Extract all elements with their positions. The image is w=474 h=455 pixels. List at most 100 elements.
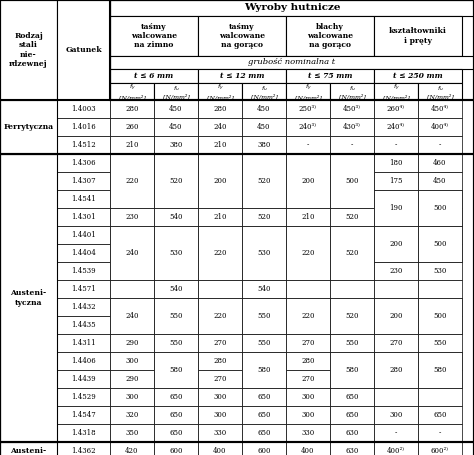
Bar bbox=[57, 226, 110, 244]
Bar bbox=[198, 370, 242, 388]
Text: 1.4016: 1.4016 bbox=[71, 123, 96, 131]
Bar bbox=[154, 226, 198, 280]
Text: 650: 650 bbox=[433, 411, 447, 419]
Text: 210: 210 bbox=[301, 213, 315, 221]
Text: taśmy
walcowane
na zimno: taśmy walcowane na zimno bbox=[131, 23, 177, 49]
Text: 650: 650 bbox=[169, 429, 183, 437]
Bar bbox=[286, 83, 330, 100]
Bar bbox=[0, 0, 57, 100]
Bar bbox=[57, 388, 110, 406]
Bar bbox=[330, 226, 374, 244]
Bar bbox=[242, 334, 286, 352]
Bar bbox=[57, 136, 110, 154]
Text: 550: 550 bbox=[345, 339, 359, 347]
Bar bbox=[374, 100, 418, 118]
Bar bbox=[154, 316, 198, 334]
Text: $f_u$
[N/mm²]: $f_u$ [N/mm²] bbox=[251, 84, 277, 99]
Bar bbox=[57, 190, 110, 208]
Bar bbox=[110, 154, 154, 208]
Bar bbox=[374, 442, 418, 455]
Bar bbox=[418, 280, 462, 298]
Bar bbox=[198, 154, 242, 172]
Bar bbox=[242, 424, 286, 442]
Bar bbox=[154, 424, 198, 442]
Text: 1.4439: 1.4439 bbox=[71, 375, 96, 383]
Bar bbox=[330, 83, 374, 100]
Text: 250³⁾: 250³⁾ bbox=[299, 105, 317, 113]
Bar bbox=[154, 442, 198, 455]
Bar bbox=[110, 136, 154, 154]
Bar bbox=[374, 118, 418, 136]
Bar bbox=[374, 190, 418, 208]
Text: 380: 380 bbox=[257, 141, 271, 149]
Text: $f_y$
[N/mm²]: $f_y$ [N/mm²] bbox=[383, 83, 410, 100]
Bar bbox=[330, 406, 374, 424]
Bar bbox=[57, 298, 110, 316]
Bar bbox=[286, 424, 330, 442]
Bar bbox=[110, 298, 154, 316]
Text: 530: 530 bbox=[433, 267, 447, 275]
Bar bbox=[242, 352, 286, 388]
Text: 650: 650 bbox=[257, 393, 271, 401]
Text: t ≤ 75 mm: t ≤ 75 mm bbox=[308, 72, 352, 80]
Text: 450⁴⁾: 450⁴⁾ bbox=[431, 105, 449, 113]
Text: 550: 550 bbox=[169, 312, 183, 320]
Bar bbox=[242, 136, 286, 154]
Bar bbox=[57, 316, 110, 334]
Bar bbox=[110, 424, 154, 442]
Text: 1.4529: 1.4529 bbox=[71, 393, 96, 401]
Bar bbox=[330, 262, 374, 280]
Bar bbox=[286, 244, 330, 262]
Text: 1.4318: 1.4318 bbox=[71, 429, 96, 437]
Text: 280: 280 bbox=[125, 105, 139, 113]
Text: 1.4432: 1.4432 bbox=[71, 303, 96, 311]
Text: 650: 650 bbox=[257, 411, 271, 419]
Text: -: - bbox=[439, 429, 441, 437]
Text: taśmy
walcowane
na gorąco: taśmy walcowane na gorąco bbox=[219, 23, 265, 49]
Bar bbox=[286, 154, 330, 172]
Bar bbox=[286, 298, 330, 334]
Bar bbox=[418, 352, 462, 388]
Text: 530: 530 bbox=[257, 249, 271, 257]
Text: 580: 580 bbox=[169, 366, 183, 374]
Text: 220: 220 bbox=[301, 249, 315, 257]
Bar bbox=[374, 136, 418, 154]
Bar bbox=[286, 280, 330, 298]
Text: 1.4435: 1.4435 bbox=[71, 321, 96, 329]
Text: 300: 300 bbox=[389, 411, 403, 419]
Bar bbox=[154, 208, 198, 226]
Bar bbox=[242, 154, 286, 208]
Bar bbox=[418, 262, 462, 280]
Bar bbox=[418, 190, 462, 208]
Text: 530: 530 bbox=[257, 249, 271, 257]
Text: 270: 270 bbox=[213, 375, 227, 383]
Bar bbox=[374, 262, 418, 280]
Bar bbox=[286, 316, 330, 334]
Text: t ≤ 12 mm: t ≤ 12 mm bbox=[220, 72, 264, 80]
Text: 530: 530 bbox=[169, 249, 182, 257]
Bar bbox=[242, 442, 286, 455]
Bar bbox=[418, 442, 462, 455]
Bar bbox=[0, 100, 474, 154]
Bar bbox=[374, 424, 418, 442]
Bar bbox=[374, 316, 418, 334]
Bar bbox=[110, 0, 474, 16]
Bar bbox=[330, 154, 374, 172]
Text: 260: 260 bbox=[125, 123, 139, 131]
Text: 210: 210 bbox=[125, 141, 139, 149]
Bar bbox=[57, 172, 110, 190]
Bar bbox=[0, 154, 57, 442]
Bar bbox=[330, 442, 374, 455]
Bar bbox=[418, 226, 462, 262]
Bar bbox=[198, 83, 242, 100]
Bar bbox=[110, 154, 154, 172]
Bar bbox=[242, 244, 286, 262]
Text: -: - bbox=[395, 141, 397, 149]
Text: 520: 520 bbox=[345, 249, 359, 257]
Bar bbox=[374, 352, 418, 370]
Bar bbox=[154, 83, 198, 100]
Bar bbox=[330, 154, 374, 208]
Text: 280: 280 bbox=[213, 105, 227, 113]
Bar bbox=[154, 190, 198, 208]
Text: 200: 200 bbox=[389, 240, 403, 248]
